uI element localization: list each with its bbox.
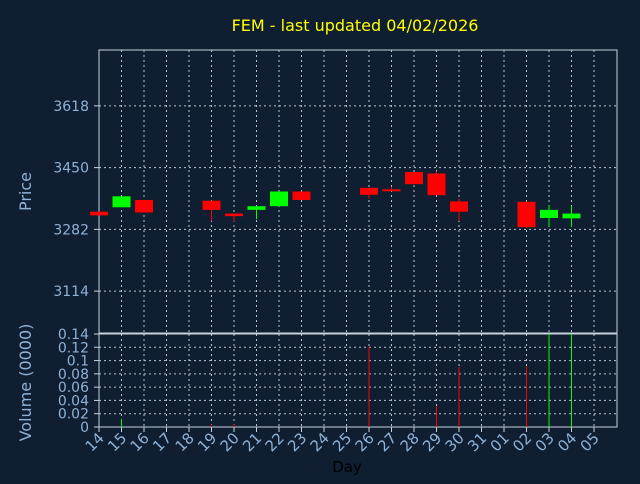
price-panel-frame xyxy=(98,49,618,334)
volume-tick-label: 0.08 xyxy=(58,367,89,383)
candle-down xyxy=(427,173,446,196)
price-tick-label: 3114 xyxy=(53,284,89,300)
candle-down xyxy=(202,200,221,210)
volume-panel-frame xyxy=(98,333,618,428)
price-axis-label: Price xyxy=(16,172,35,211)
candle-down xyxy=(517,201,536,228)
candle-up xyxy=(112,196,131,208)
x-axis-label: Day xyxy=(332,458,362,476)
candle-down xyxy=(405,172,423,185)
volume-tick-label: 0.06 xyxy=(58,380,89,396)
candle-up xyxy=(540,209,558,218)
volume-tick-label: 0.1 xyxy=(67,354,89,370)
candle-down xyxy=(382,189,401,192)
candle-down xyxy=(135,199,153,213)
volume-tick-label: 0.02 xyxy=(58,407,89,423)
candle-up xyxy=(562,213,581,219)
candle-up xyxy=(247,206,266,210)
price-tick-label: 3618 xyxy=(53,99,89,115)
volume-tick-label: 0 xyxy=(80,420,89,436)
volume-axis-label: Volume (0000) xyxy=(16,324,35,442)
volume-tick-label: 0.04 xyxy=(58,393,89,409)
x-tick-label: 05 xyxy=(577,429,603,455)
candle-down xyxy=(450,201,468,212)
candle-down xyxy=(90,211,108,216)
candle-down xyxy=(360,187,378,195)
candle-down xyxy=(225,213,243,217)
candle-down xyxy=(292,191,311,200)
x-axis: 1415161718192021222324252627282930310102… xyxy=(82,427,603,455)
volume-tick-label: 0.12 xyxy=(58,340,89,356)
price-tick-label: 3450 xyxy=(53,161,89,177)
chart-title: FEM - last updated 04/02/2026 xyxy=(232,16,479,35)
candle-up xyxy=(270,191,288,207)
price-tick-label: 3282 xyxy=(53,222,89,238)
price-panel: 3114 3282 3450 3618 xyxy=(53,49,618,334)
volume-tick-label: 0.14 xyxy=(58,327,89,343)
volume-panel: 00.020.040.060.080.10.120.14 xyxy=(58,327,618,436)
